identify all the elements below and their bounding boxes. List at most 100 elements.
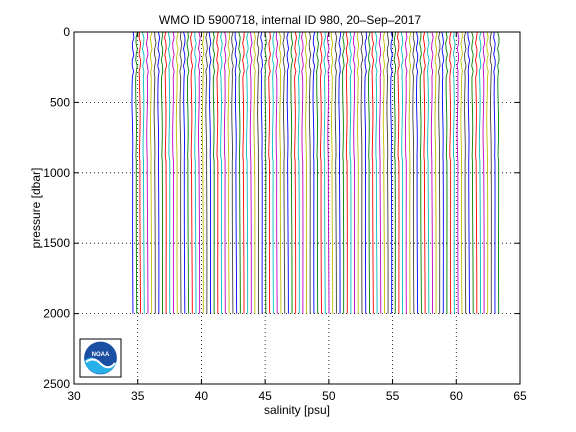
salinity-profile-line	[219, 31, 223, 314]
salinity-profile-line	[197, 31, 201, 314]
x-tick-labels: 30 35 40 45 50 55 60 65	[67, 389, 527, 403]
salinity-profile-line	[419, 31, 423, 314]
salinity-profile-line	[212, 31, 216, 314]
salinity-profile-line	[438, 31, 441, 314]
salinity-profile-line	[157, 31, 161, 314]
salinity-profile-line	[478, 31, 482, 314]
salinity-profile-line	[301, 31, 304, 314]
salinity-profile-line	[160, 31, 164, 314]
salinity-profile-line	[378, 31, 382, 314]
salinity-profile-line	[256, 31, 260, 314]
salinity-profiles	[131, 31, 500, 314]
salinity-profile-line	[164, 31, 167, 314]
chart-title: WMO ID 5900718, internal ID 980, 20–Sep–…	[159, 13, 421, 27]
y-tick-labels: 0 500 1000 1500 2000 2500	[43, 25, 70, 391]
x-tick-label: 40	[195, 389, 209, 403]
salinity-profile-line	[390, 31, 393, 314]
axes-frame	[73, 31, 521, 385]
salinity-profile-line	[467, 31, 471, 314]
salinity-profile-line	[368, 31, 371, 314]
salinity-profile-line	[486, 31, 489, 314]
salinity-profile-line	[186, 31, 190, 314]
salinity-profile-line	[290, 31, 294, 314]
salinity-profile-line	[316, 31, 319, 314]
y-tick-label: 0	[63, 25, 70, 39]
salinity-profile-line	[422, 31, 426, 314]
salinity-profile-line	[286, 31, 290, 314]
x-tick-label: 45	[258, 389, 272, 403]
x-axis-label: salinity [psu]	[264, 403, 330, 417]
y-tick-label: 2500	[43, 377, 70, 391]
plot-area	[74, 32, 520, 384]
salinity-profile-line	[404, 31, 408, 314]
salinity-profile-line	[471, 31, 474, 314]
salinity-profile-line	[400, 31, 404, 314]
salinity-profile-line	[242, 31, 245, 314]
logo-text: NOAA	[92, 352, 110, 358]
salinity-profile-line	[246, 31, 249, 314]
noaa-logo: NOAA	[79, 338, 122, 378]
salinity-profile-line	[304, 31, 308, 314]
axis-ticks	[73, 31, 521, 385]
salinity-profile-line	[412, 31, 416, 314]
salinity-profile-line	[497, 31, 500, 314]
salinity-profile-line	[179, 31, 183, 314]
salinity-profile-line	[352, 31, 356, 314]
salinity-profile-line	[278, 31, 282, 314]
salinity-profile-line	[282, 31, 286, 314]
salinity-profile-line	[374, 31, 378, 314]
salinity-profile-line	[190, 31, 194, 314]
salinity-profile-line	[326, 31, 330, 314]
x-tick-label: 55	[386, 389, 400, 403]
y-tick-label: 500	[50, 95, 70, 109]
salinity-profile-line	[183, 31, 186, 314]
salinity-profile-line	[167, 31, 171, 314]
salinity-profile-line	[396, 31, 400, 314]
salinity-profile-line	[149, 31, 153, 314]
salinity-profile-line	[493, 31, 496, 314]
salinity-profile-line	[427, 31, 430, 314]
y-axis-label: pressure [dbar]	[29, 168, 43, 249]
salinity-profile-line	[264, 31, 267, 314]
salinity-profile-line	[294, 31, 298, 314]
salinity-profile-line	[234, 31, 238, 314]
salinity-profile-line	[356, 31, 360, 314]
salinity-profile-line	[489, 31, 493, 314]
x-tick-label: 30	[67, 389, 81, 403]
salinity-profile-line	[334, 31, 338, 314]
salinity-profile-line	[452, 31, 456, 314]
salinity-profile-line	[231, 31, 234, 314]
x-tick-label: 50	[322, 389, 336, 403]
salinity-profile-line	[194, 31, 197, 314]
salinity-profile-line	[415, 31, 419, 314]
salinity-profile-line	[153, 31, 157, 314]
x-tick-label: 35	[131, 389, 145, 403]
y-tick-label: 1000	[43, 166, 70, 180]
salinity-profile-line	[238, 31, 241, 314]
salinity-profile-line	[223, 31, 227, 314]
salinity-profile-line	[456, 31, 460, 314]
salinity-profile-line	[268, 31, 271, 314]
salinity-profile-line	[208, 31, 212, 314]
salinity-profile-line	[323, 31, 327, 314]
salinity-profile-line	[135, 31, 138, 314]
salinity-profile-line	[227, 31, 231, 314]
salinity-profile-line	[141, 31, 145, 314]
salinity-profile-line	[408, 31, 412, 314]
y-tick-label: 1500	[43, 236, 70, 250]
y-tick-label: 2000	[43, 307, 70, 321]
salinity-profile-line	[330, 31, 334, 314]
x-tick-label: 60	[450, 389, 464, 403]
salinity-profile-line	[271, 31, 275, 314]
salinity-profile-line	[364, 31, 367, 314]
salinity-profile-line	[449, 31, 452, 314]
salinity-profile-line	[342, 31, 345, 314]
salinity-profile-line	[371, 32, 374, 314]
salinity-profile-line	[205, 31, 208, 314]
salinity-profile-line	[312, 31, 316, 314]
salinity-profile-line	[249, 31, 253, 314]
salinity-profile-line	[131, 31, 135, 314]
salinity-profile-line	[382, 31, 386, 314]
salinity-profile-line	[445, 31, 449, 314]
